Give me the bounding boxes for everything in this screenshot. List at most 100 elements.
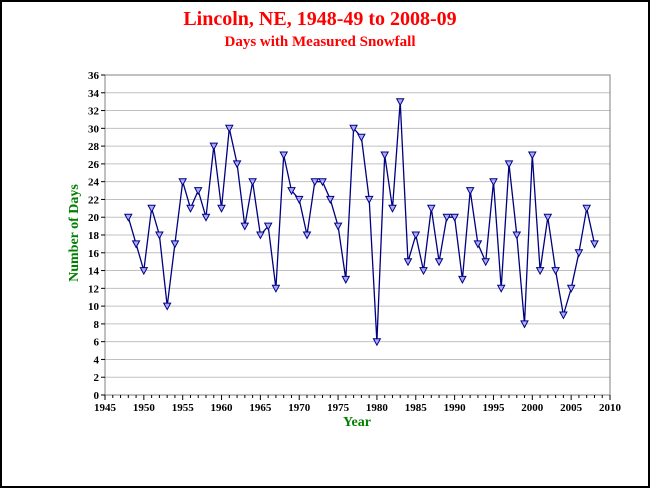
data-point-marker [209, 142, 219, 151]
data-point-marker [139, 267, 149, 276]
data-point-marker [543, 213, 553, 222]
x-tick-label: 2010 [599, 402, 622, 414]
data-point-marker [364, 195, 374, 204]
chart-title: Lincoln, NE, 1948-49 to 2008-09 [183, 8, 456, 30]
data-point-marker [512, 231, 522, 240]
data-point-marker [287, 187, 296, 196]
data-point-marker [256, 231, 265, 240]
data-point-marker [426, 204, 436, 213]
data-point-marker [496, 284, 506, 293]
x-tick-label: 1995 [482, 402, 505, 414]
chart-subtitle: Days with Measured Snowfall [225, 34, 416, 50]
data-point-marker [489, 178, 498, 187]
y-tick-label: 30 [88, 123, 100, 135]
data-point-marker [162, 302, 172, 311]
data-point-marker [481, 258, 491, 267]
y-tick-label: 12 [88, 283, 100, 295]
data-point-marker [559, 311, 568, 320]
data-point-marker [294, 195, 304, 204]
data-point-marker [434, 258, 444, 267]
data-point-marker [186, 204, 195, 213]
data-point-marker [442, 213, 452, 222]
data-point-marker [279, 151, 289, 160]
data-point-marker [582, 204, 592, 213]
data-point-marker [590, 240, 599, 249]
data-point-marker [271, 284, 281, 293]
data-point-marker [504, 160, 514, 169]
data-point-marker [178, 178, 188, 187]
data-point-marker [248, 178, 257, 187]
data-point-marker [232, 160, 242, 169]
data-point-marker [574, 249, 584, 258]
x-tick-label: 1970 [288, 402, 311, 414]
grid-lines [105, 92, 610, 378]
x-tick-label: 1980 [366, 402, 389, 414]
y-tick-label: 10 [88, 301, 100, 313]
data-point-marker [333, 222, 343, 231]
y-tick-label: 36 [88, 70, 100, 82]
x-axis-title: Year [343, 415, 371, 430]
y-tick-label: 22 [88, 194, 100, 206]
data-point-marker [465, 187, 475, 196]
data-point-marker [357, 133, 366, 142]
data-point-marker [263, 222, 273, 231]
data-point-marker [217, 204, 226, 213]
y-tick-label: 18 [88, 230, 100, 242]
data-point-marker [458, 275, 467, 284]
data-point-marker [147, 204, 156, 213]
x-tick-label: 1975 [327, 402, 350, 414]
x-tick-label: 2000 [521, 402, 544, 414]
data-point-marker [520, 320, 529, 329]
data-point-marker [318, 178, 327, 187]
x-tick-label: 1960 [211, 402, 234, 414]
data-point-marker [170, 240, 180, 249]
x-tick-label: 1955 [172, 402, 195, 414]
y-tick-label: 28 [88, 141, 100, 153]
data-point-marker [473, 240, 483, 249]
data-point-marker [551, 267, 560, 276]
data-point-marker [325, 195, 335, 204]
y-tick-label: 34 [88, 88, 100, 100]
snowfall-days-series [123, 98, 599, 347]
y-tick-label: 20 [88, 212, 100, 224]
y-tick-label: 14 [88, 266, 100, 278]
y-axis-title: Number of Days [67, 184, 82, 282]
y-tick-label: 26 [88, 159, 100, 171]
data-point-marker [310, 178, 320, 187]
x-tick-label: 1990 [444, 402, 467, 414]
data-point-marker [224, 124, 234, 133]
data-point-marker [419, 267, 428, 276]
data-point-marker [388, 204, 397, 213]
data-point-marker [450, 213, 459, 222]
x-tick-label: 1950 [133, 402, 156, 414]
y-tick-label: 16 [88, 248, 100, 260]
data-point-marker [403, 258, 413, 267]
y-tick-label: 6 [94, 337, 100, 349]
data-point-marker [302, 231, 312, 240]
data-point-marker [155, 231, 164, 240]
data-point-marker [372, 338, 382, 347]
x-tick-label: 1985 [405, 402, 428, 414]
data-point-marker [349, 124, 358, 133]
data-point-marker [535, 267, 545, 276]
y-tick-label: 2 [94, 372, 100, 384]
x-tick-label: 1965 [249, 402, 272, 414]
data-point-marker [380, 151, 390, 160]
x-tick-label: 1945 [94, 402, 117, 414]
data-point-marker [527, 151, 537, 160]
data-point-marker [123, 213, 133, 222]
y-tick-label: 0 [94, 390, 100, 402]
data-point-marker [193, 187, 203, 196]
x-tick-label: 2005 [560, 402, 583, 414]
y-tick-label: 4 [94, 354, 100, 366]
data-point-marker [240, 222, 250, 231]
data-point-marker [411, 231, 421, 240]
y-tick-label: 24 [88, 177, 100, 189]
y-tick-label: 8 [94, 319, 100, 331]
data-point-marker [395, 98, 405, 107]
data-point-marker [341, 275, 351, 284]
data-point-marker [131, 240, 141, 249]
